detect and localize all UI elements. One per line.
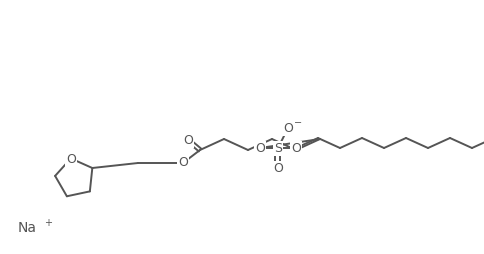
Text: O: O [66,153,76,166]
Text: O: O [182,134,193,147]
Text: O: O [178,156,187,169]
Text: O: O [283,121,292,135]
Text: S: S [273,141,281,154]
Text: +: + [44,218,52,228]
Text: O: O [255,141,264,154]
Text: Na: Na [18,221,37,235]
Text: −: − [293,118,302,128]
Text: O: O [272,162,282,174]
Text: O: O [290,141,300,154]
